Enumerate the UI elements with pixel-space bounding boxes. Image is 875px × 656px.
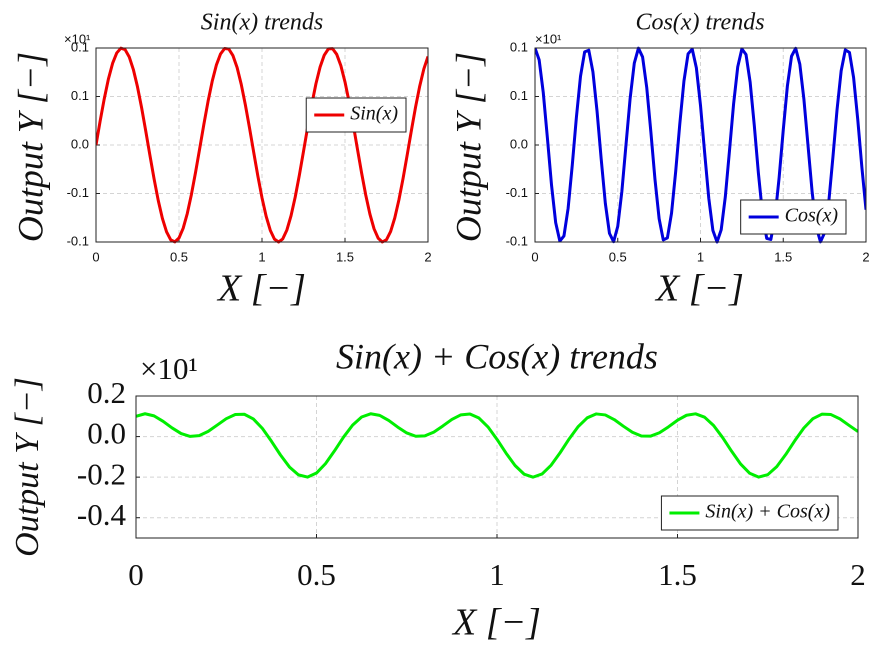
y-axis-label: Output Y [−] — [10, 52, 50, 242]
y-axis-label: Output Y [−] — [9, 377, 46, 557]
x-tick-label: 1 — [489, 557, 505, 592]
x-axis-label: X [−] — [451, 602, 541, 644]
subplot: 0 0.5 1 1.5 2 -0.1 -0.1 0.0 0.1 0.1 Cos(x) trends ×… — [448, 10, 869, 310]
x-tick-label: 1 — [697, 249, 704, 264]
axis-exponent: ×10¹ — [140, 351, 198, 386]
data-line — [535, 46, 866, 244]
x-axis-label: X [−] — [216, 268, 306, 310]
x-tick-label: 1.5 — [774, 249, 792, 264]
axes-box — [95, 47, 429, 243]
y-tick-label: 0.0 — [510, 136, 528, 151]
y-tick-label: 0.1 — [510, 88, 528, 103]
axis-exponent: ×10¹ — [535, 31, 562, 46]
legend-label: Sin(x) — [350, 103, 398, 125]
y-tick-label: -0.2 — [77, 456, 126, 491]
data-line — [96, 46, 428, 244]
axes-box — [135, 395, 859, 539]
x-tick-label: 0 — [531, 249, 538, 264]
subplot: 0 0.5 1 1.5 2 -0.4 -0.2 0.0 0.2 Sin(x) + Cos(x) t… — [9, 336, 866, 643]
x-tick-label: 1.5 — [658, 557, 697, 592]
y-axis-label: Output Y [−] — [448, 52, 488, 242]
x-axis-label: X [−] — [654, 268, 744, 310]
y-tick-label: 0.1 — [510, 39, 528, 54]
x-tick-label: 1.5 — [336, 249, 354, 264]
legend: Sin(x) — [305, 97, 407, 133]
y-tick-label: 0.1 — [71, 39, 89, 54]
legend: Cos(x) — [740, 199, 847, 235]
x-tick-label: 1 — [258, 249, 265, 264]
data-line — [136, 412, 858, 479]
chart-title: Sin(x) + Cos(x) trends — [336, 336, 658, 376]
x-tick-label: 0.5 — [170, 249, 188, 264]
x-tick-label: 0 — [128, 557, 144, 592]
subplot: 0 0.5 1 1.5 2 -0.1 -0.1 0.0 0.1 0.1 Sin(x) trends ×… — [10, 10, 431, 310]
y-tick-label: -0.1 — [506, 185, 528, 200]
y-tick-label: -0.1 — [506, 233, 528, 248]
y-tick-label: 0.0 — [71, 136, 89, 151]
y-tick-label: -0.1 — [67, 185, 89, 200]
y-tick-label: -0.4 — [77, 497, 127, 532]
y-tick-label: 0.0 — [87, 416, 126, 451]
chart-title: Sin(x) trends — [201, 10, 323, 36]
x-tick-label: 0 — [92, 249, 99, 264]
x-tick-label: 2 — [850, 557, 866, 592]
y-tick-label: 0.1 — [71, 88, 89, 103]
legend-label: Cos(x) — [785, 205, 839, 227]
axes-box — [534, 47, 867, 243]
x-tick-label: 2 — [862, 249, 869, 264]
chart-title: Cos(x) trends — [635, 10, 764, 36]
axis-exponent: ×10¹ — [64, 31, 91, 46]
x-tick-label: 0.5 — [297, 557, 336, 592]
legend-label: Sin(x) + Cos(x) — [705, 501, 830, 523]
legend: Sin(x) + Cos(x) — [660, 495, 839, 531]
x-tick-label: 2 — [424, 249, 431, 264]
x-tick-label: 0.5 — [609, 249, 627, 264]
y-tick-label: 0.2 — [87, 375, 126, 410]
y-tick-label: -0.1 — [67, 233, 89, 248]
